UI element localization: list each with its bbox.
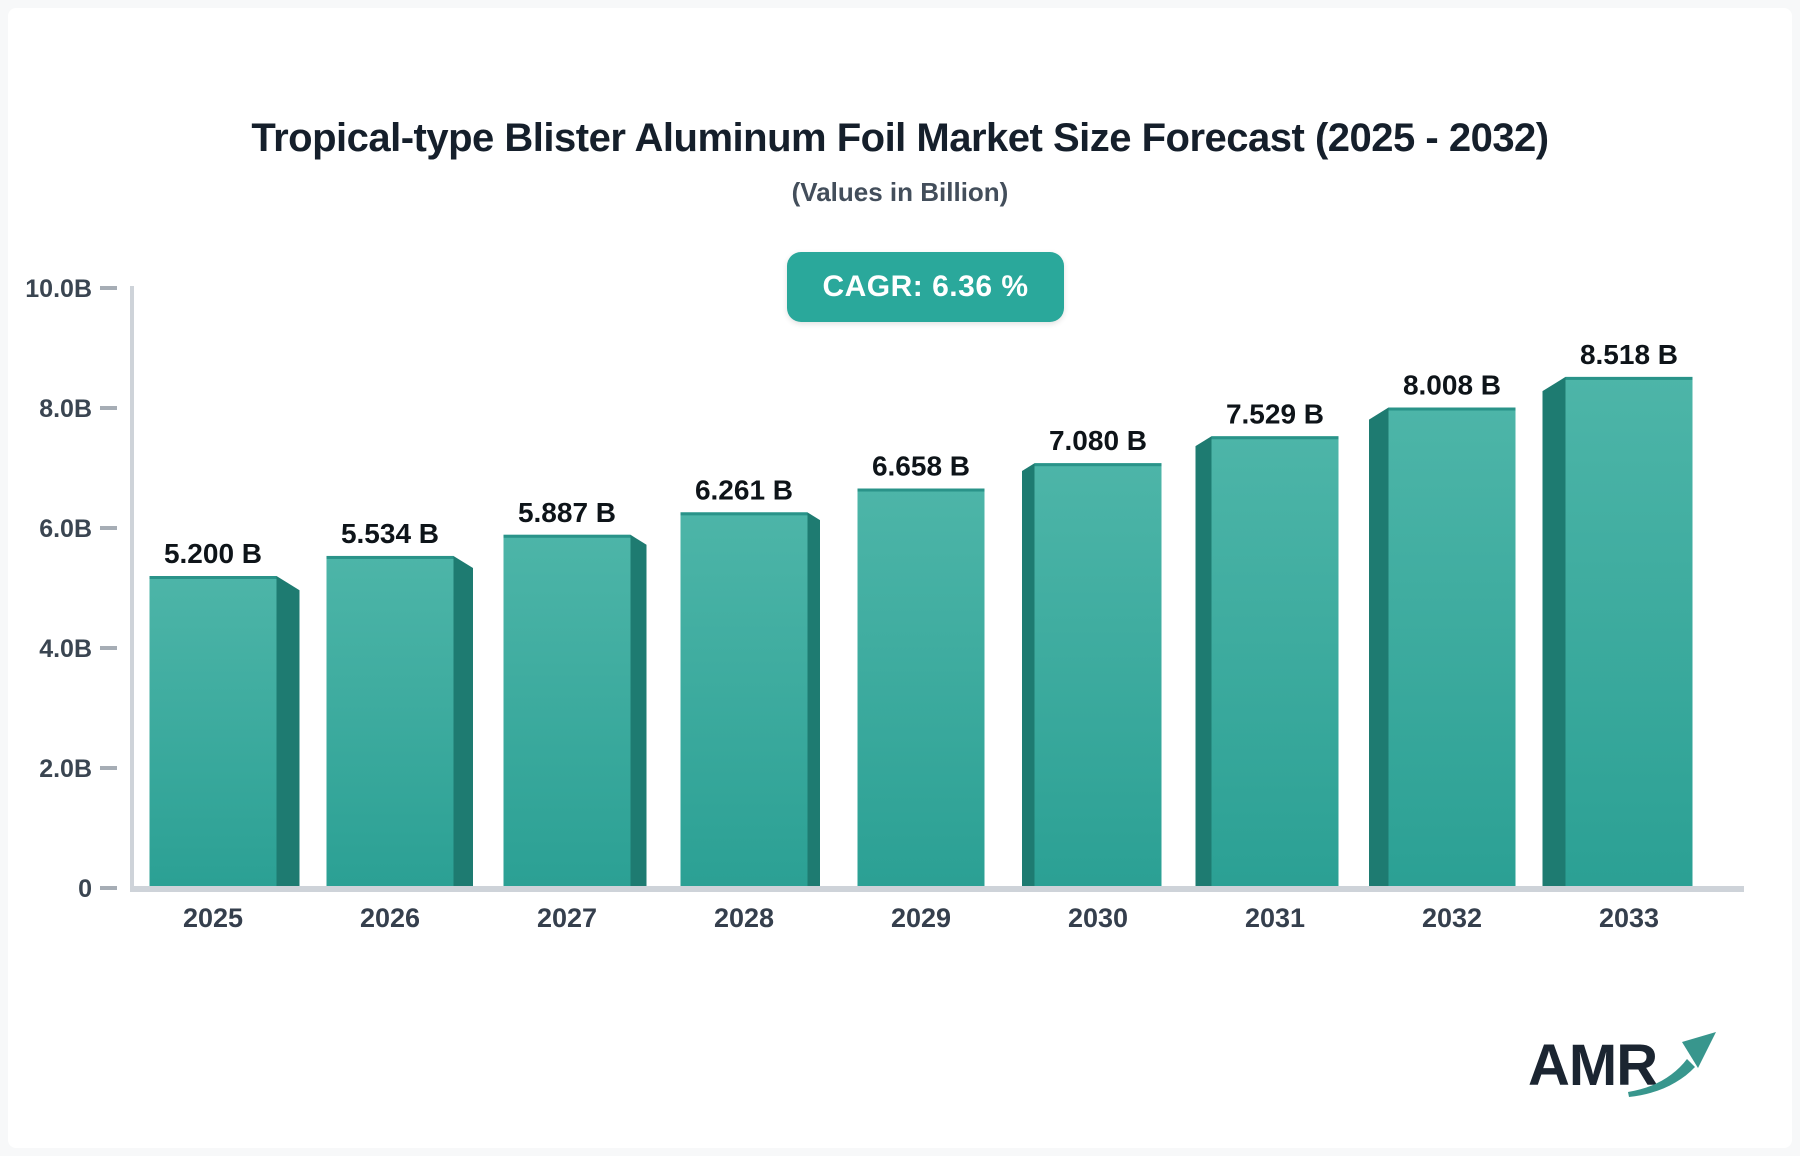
amr-logo-text: AMR bbox=[1528, 1033, 1658, 1098]
y-axis-tick-label-2.0B: 2.0B bbox=[39, 755, 92, 783]
y-axis-tick-label-4.0B: 4.0B bbox=[39, 635, 92, 663]
x-axis-line bbox=[130, 886, 1744, 892]
growth-arrow-head bbox=[1682, 1032, 1716, 1068]
bar-2026[interactable] bbox=[326, 555, 454, 888]
bar-top-edge-2029 bbox=[857, 488, 985, 492]
bar-side-2026 bbox=[453, 555, 473, 888]
bar-value-label-2032: 8.008 B bbox=[1403, 370, 1501, 401]
bar-2025[interactable] bbox=[149, 576, 277, 888]
bar-top-edge-2033 bbox=[1565, 376, 1693, 380]
x-axis-label-2026: 2026 bbox=[360, 903, 420, 933]
bar-side-2033 bbox=[1542, 376, 1566, 888]
y-axis-tick-4.0B bbox=[100, 646, 117, 650]
bar-side-2030 bbox=[1022, 463, 1035, 888]
y-axis-tick-label-6.0B: 6.0B bbox=[39, 515, 92, 543]
y-axis-tick-0 bbox=[100, 886, 117, 890]
y-axis-tick-8.0B bbox=[100, 406, 117, 410]
bar-value-label-2026: 5.534 B bbox=[341, 518, 439, 549]
x-axis-label-2027: 2027 bbox=[537, 903, 597, 933]
x-axis-label-2033: 2033 bbox=[1599, 903, 1659, 933]
bar-top-edge-2032 bbox=[1388, 407, 1516, 411]
bar-value-label-2030: 7.080 B bbox=[1049, 425, 1147, 456]
bar-top-edge-2027 bbox=[503, 534, 631, 538]
bar-value-label-2025: 5.200 B bbox=[164, 538, 262, 569]
y-axis-tick-label-10.0B: 10.0B bbox=[25, 275, 92, 303]
growth-arrow-icon bbox=[1628, 1032, 1716, 1097]
y-axis-tick-label-0: 0 bbox=[78, 875, 92, 903]
x-axis-label-2032: 2032 bbox=[1422, 903, 1482, 933]
bar-value-label-2033: 8.518 B bbox=[1580, 339, 1678, 370]
bar-2032[interactable] bbox=[1388, 407, 1516, 888]
cagr-badge-label: CAGR: 6.36 % bbox=[822, 270, 1029, 303]
x-axis-label-2030: 2030 bbox=[1068, 903, 1128, 933]
y-axis-tick-10.0B bbox=[100, 286, 117, 290]
bar-side-2032 bbox=[1369, 407, 1389, 888]
bar-side-2025 bbox=[276, 576, 300, 888]
bar-2028[interactable] bbox=[680, 512, 808, 888]
y-axis-line bbox=[130, 286, 134, 892]
cagr-badge: CAGR: 6.36 % bbox=[787, 252, 1064, 322]
bar-2030[interactable] bbox=[1034, 463, 1162, 888]
bar-top-edge-2025 bbox=[149, 576, 277, 579]
x-axis-label-2028: 2028 bbox=[714, 903, 774, 933]
bar-side-2027 bbox=[630, 534, 647, 888]
amr-logo: AMR bbox=[1528, 1032, 1728, 1112]
x-axis-label-2031: 2031 bbox=[1245, 903, 1305, 933]
bar-side-2031 bbox=[1195, 436, 1212, 888]
chart-title: Tropical-type Blister Aluminum Foil Mark… bbox=[251, 116, 1549, 160]
bar-side-2028 bbox=[807, 512, 820, 888]
growth-arrow-body bbox=[1628, 1059, 1695, 1097]
y-axis-tick-6.0B bbox=[100, 526, 117, 530]
bar-value-label-2029: 6.658 B bbox=[872, 451, 970, 482]
bar-2029[interactable] bbox=[857, 488, 985, 888]
y-axis-tick-2.0B bbox=[100, 766, 117, 770]
x-axis-label-2029: 2029 bbox=[891, 903, 951, 933]
chart-card: Tropical-type Blister Aluminum Foil Mark… bbox=[8, 8, 1792, 1148]
bar-2031[interactable] bbox=[1211, 436, 1339, 888]
bar-2033[interactable] bbox=[1565, 376, 1693, 888]
bar-value-label-2028: 6.261 B bbox=[695, 474, 793, 505]
chart-subtitle: (Values in Billion) bbox=[791, 177, 1009, 207]
y-axis-tick-label-8.0B: 8.0B bbox=[39, 395, 92, 423]
bar-value-label-2031: 7.529 B bbox=[1226, 398, 1324, 429]
bar-2027[interactable] bbox=[503, 534, 631, 888]
bar-value-label-2027: 5.887 B bbox=[518, 497, 616, 528]
bar-top-edge-2026 bbox=[326, 555, 454, 559]
bar-top-edge-2031 bbox=[1211, 436, 1339, 440]
bar-top-edge-2028 bbox=[680, 512, 808, 516]
bar-top-edge-2030 bbox=[1034, 463, 1162, 467]
x-axis-label-2025: 2025 bbox=[183, 903, 243, 933]
